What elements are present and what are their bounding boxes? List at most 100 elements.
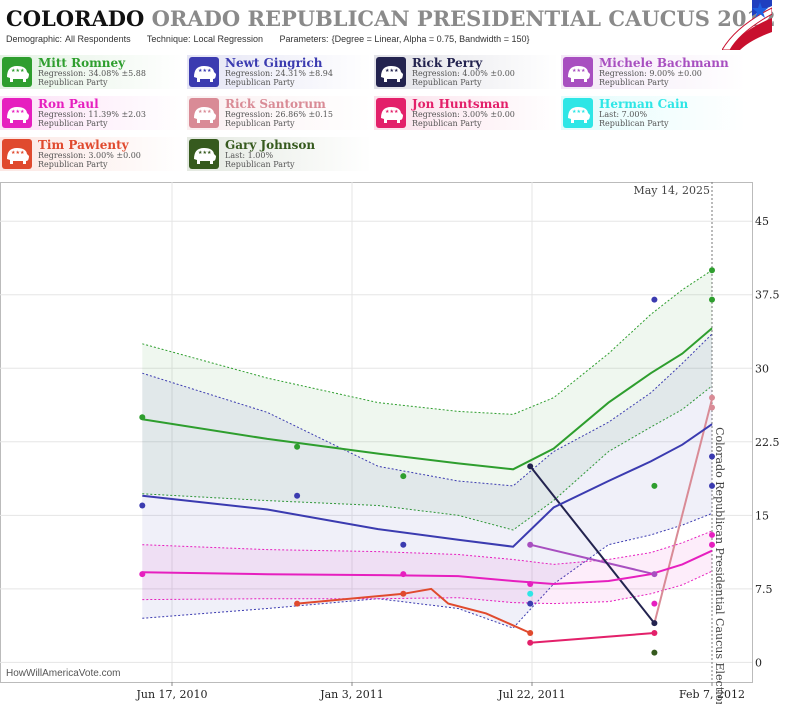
legend-party: Republican Party [225,78,295,87]
x-tick-label: Jul 22, 2011 [497,688,566,701]
data-point [709,541,715,548]
legend-name: Tim Pawlenty [38,138,129,152]
band-upper-line [142,530,713,565]
legend-name: Newt Gingrich [225,56,323,70]
series-line [297,587,531,634]
data-point [400,473,407,480]
title-event: ORADO REPUBLICAN PRESIDENTIAL CAUCUS 201… [144,6,776,31]
y-tick-label: 37.5 [755,289,780,302]
series-line [529,465,656,624]
legend-name: Mitt Romney [38,56,126,70]
legend-name: Herman Cain [599,97,689,111]
meta-key: Technique: [146,34,191,44]
data-point [527,590,534,597]
legend-item: ★★★ Gary Johnson Last: 1.00% Republican Par… [187,137,372,171]
y-tick-label: 30 [755,362,769,375]
svg-text:★★★: ★★★ [198,109,212,115]
title-state: COLORADO [6,6,145,31]
series-line [653,398,713,624]
data-point [651,600,658,607]
data-point [400,571,407,578]
current-date-label: May 14, 2025 [633,184,710,197]
elephant-icon: ★★★ [189,98,219,128]
legend-name: Rick Perry [412,56,483,70]
legend-name: Ron Paul [38,97,99,111]
elephant-icon: ★★★ [376,98,406,128]
legend-stat: Regression: 9.00% ±0.00 [599,69,702,78]
data-point [709,453,715,460]
data-point [527,541,534,548]
data-point [527,580,534,587]
data-point [709,531,715,538]
series-line [530,632,655,644]
elephant-icon: ★★★ [563,98,593,128]
elephant-icon: ★★★ [2,57,32,87]
data-point [139,502,146,509]
data-point [139,414,146,421]
elephant-icon: ★★★ [2,98,32,128]
legend-party: Republican Party [599,119,669,128]
legend-party: Republican Party [38,160,108,169]
data-point [651,296,658,303]
data-point [527,600,534,607]
regression-line [142,423,713,548]
legend-party: Republican Party [225,160,295,169]
confidence-band [142,270,713,530]
legend-item: ★★★ Michele Bachmann Regression: 9.00% ±0.… [561,55,746,89]
svg-text:★★★: ★★★ [198,68,212,74]
legend-name: Michele Bachmann [599,56,729,70]
legend-stat: Regression: 3.00% ±0.00 [412,110,515,119]
legend: ★★★ Mitt Romney Regression: 34.08% ±5.88 Re… [0,55,789,175]
regression-line [142,549,713,586]
x-tick-label: Feb 7, 2012 [679,688,745,701]
chart-parameters: Demographic: All Respondents Technique: Lo… [6,34,543,44]
legend-item: ★★★ Ron Paul Regression: 11.39% ±2.03 Repub… [0,96,185,130]
y-tick-label: 22.5 [755,436,780,449]
data-point [709,296,715,303]
meta-key: Parameters: [279,34,329,44]
elephant-icon: ★★★ [189,57,219,87]
legend-party: Republican Party [412,78,482,87]
meta-value: Local Regression [193,34,264,44]
elephant-icon: ★★★ [189,139,219,169]
elephant-icon: ★★★ [2,139,32,169]
legend-item: ★★★ Tim Pawlenty Regression: 3.00% ±0.00 Re… [0,137,185,171]
legend-item: ★★★ Rick Perry Regression: 4.00% ±0.00 Repu… [374,55,559,89]
svg-text:★★★: ★★★ [385,109,399,115]
chart-title: COLORADO ORADO REPUBLICAN PRESIDENTIAL C… [6,6,776,31]
flag-logo-icon [722,0,772,50]
legend-stat: Last: 1.00% [225,151,274,160]
legend-stat: Regression: 11.39% ±2.03 [38,110,146,119]
legend-party: Republican Party [38,119,108,128]
meta-value: All Respondents [65,34,131,44]
band-upper-line [142,269,713,415]
legend-item: ★★★ Herman Cain Last: 7.00% Republican Part… [561,96,746,130]
data-point [527,629,534,636]
x-tick-label: Jun 17, 2010 [135,688,207,701]
election-label: Colorado Republican Presidential Caucus … [713,427,726,704]
chart-header: COLORADO ORADO REPUBLICAN PRESIDENTIAL C… [0,0,789,52]
y-tick-label: 7.5 [755,583,773,596]
legend-item: ★★★ Jon Huntsman Regression: 3.00% ±0.00 Re… [374,96,559,130]
legend-stat: Regression: 26.86% ±0.15 [225,110,333,119]
data-point [294,443,301,450]
legend-item: ★★★ Mitt Romney Regression: 34.08% ±5.88 Re… [0,55,185,89]
band-lower-line [142,512,713,629]
band-lower-line [142,385,713,531]
meta-key: Demographic: [6,34,63,44]
x-tick-label: Jan 3, 2011 [319,688,384,701]
svg-text:★★★: ★★★ [572,68,586,74]
data-point [294,492,301,499]
data-point [651,482,658,489]
data-point [709,394,715,401]
legend-name: Gary Johnson [225,138,316,152]
legend-stat: Last: 7.00% [599,110,648,119]
svg-text:★★★: ★★★ [11,109,25,115]
legend-name: Rick Santorum [225,97,326,111]
legend-party: Republican Party [225,119,295,128]
y-tick-label: 15 [755,509,769,522]
data-point [294,600,301,607]
elephant-icon: ★★★ [563,57,593,87]
svg-text:★★★: ★★★ [385,68,399,74]
band-lower-line [142,570,713,605]
